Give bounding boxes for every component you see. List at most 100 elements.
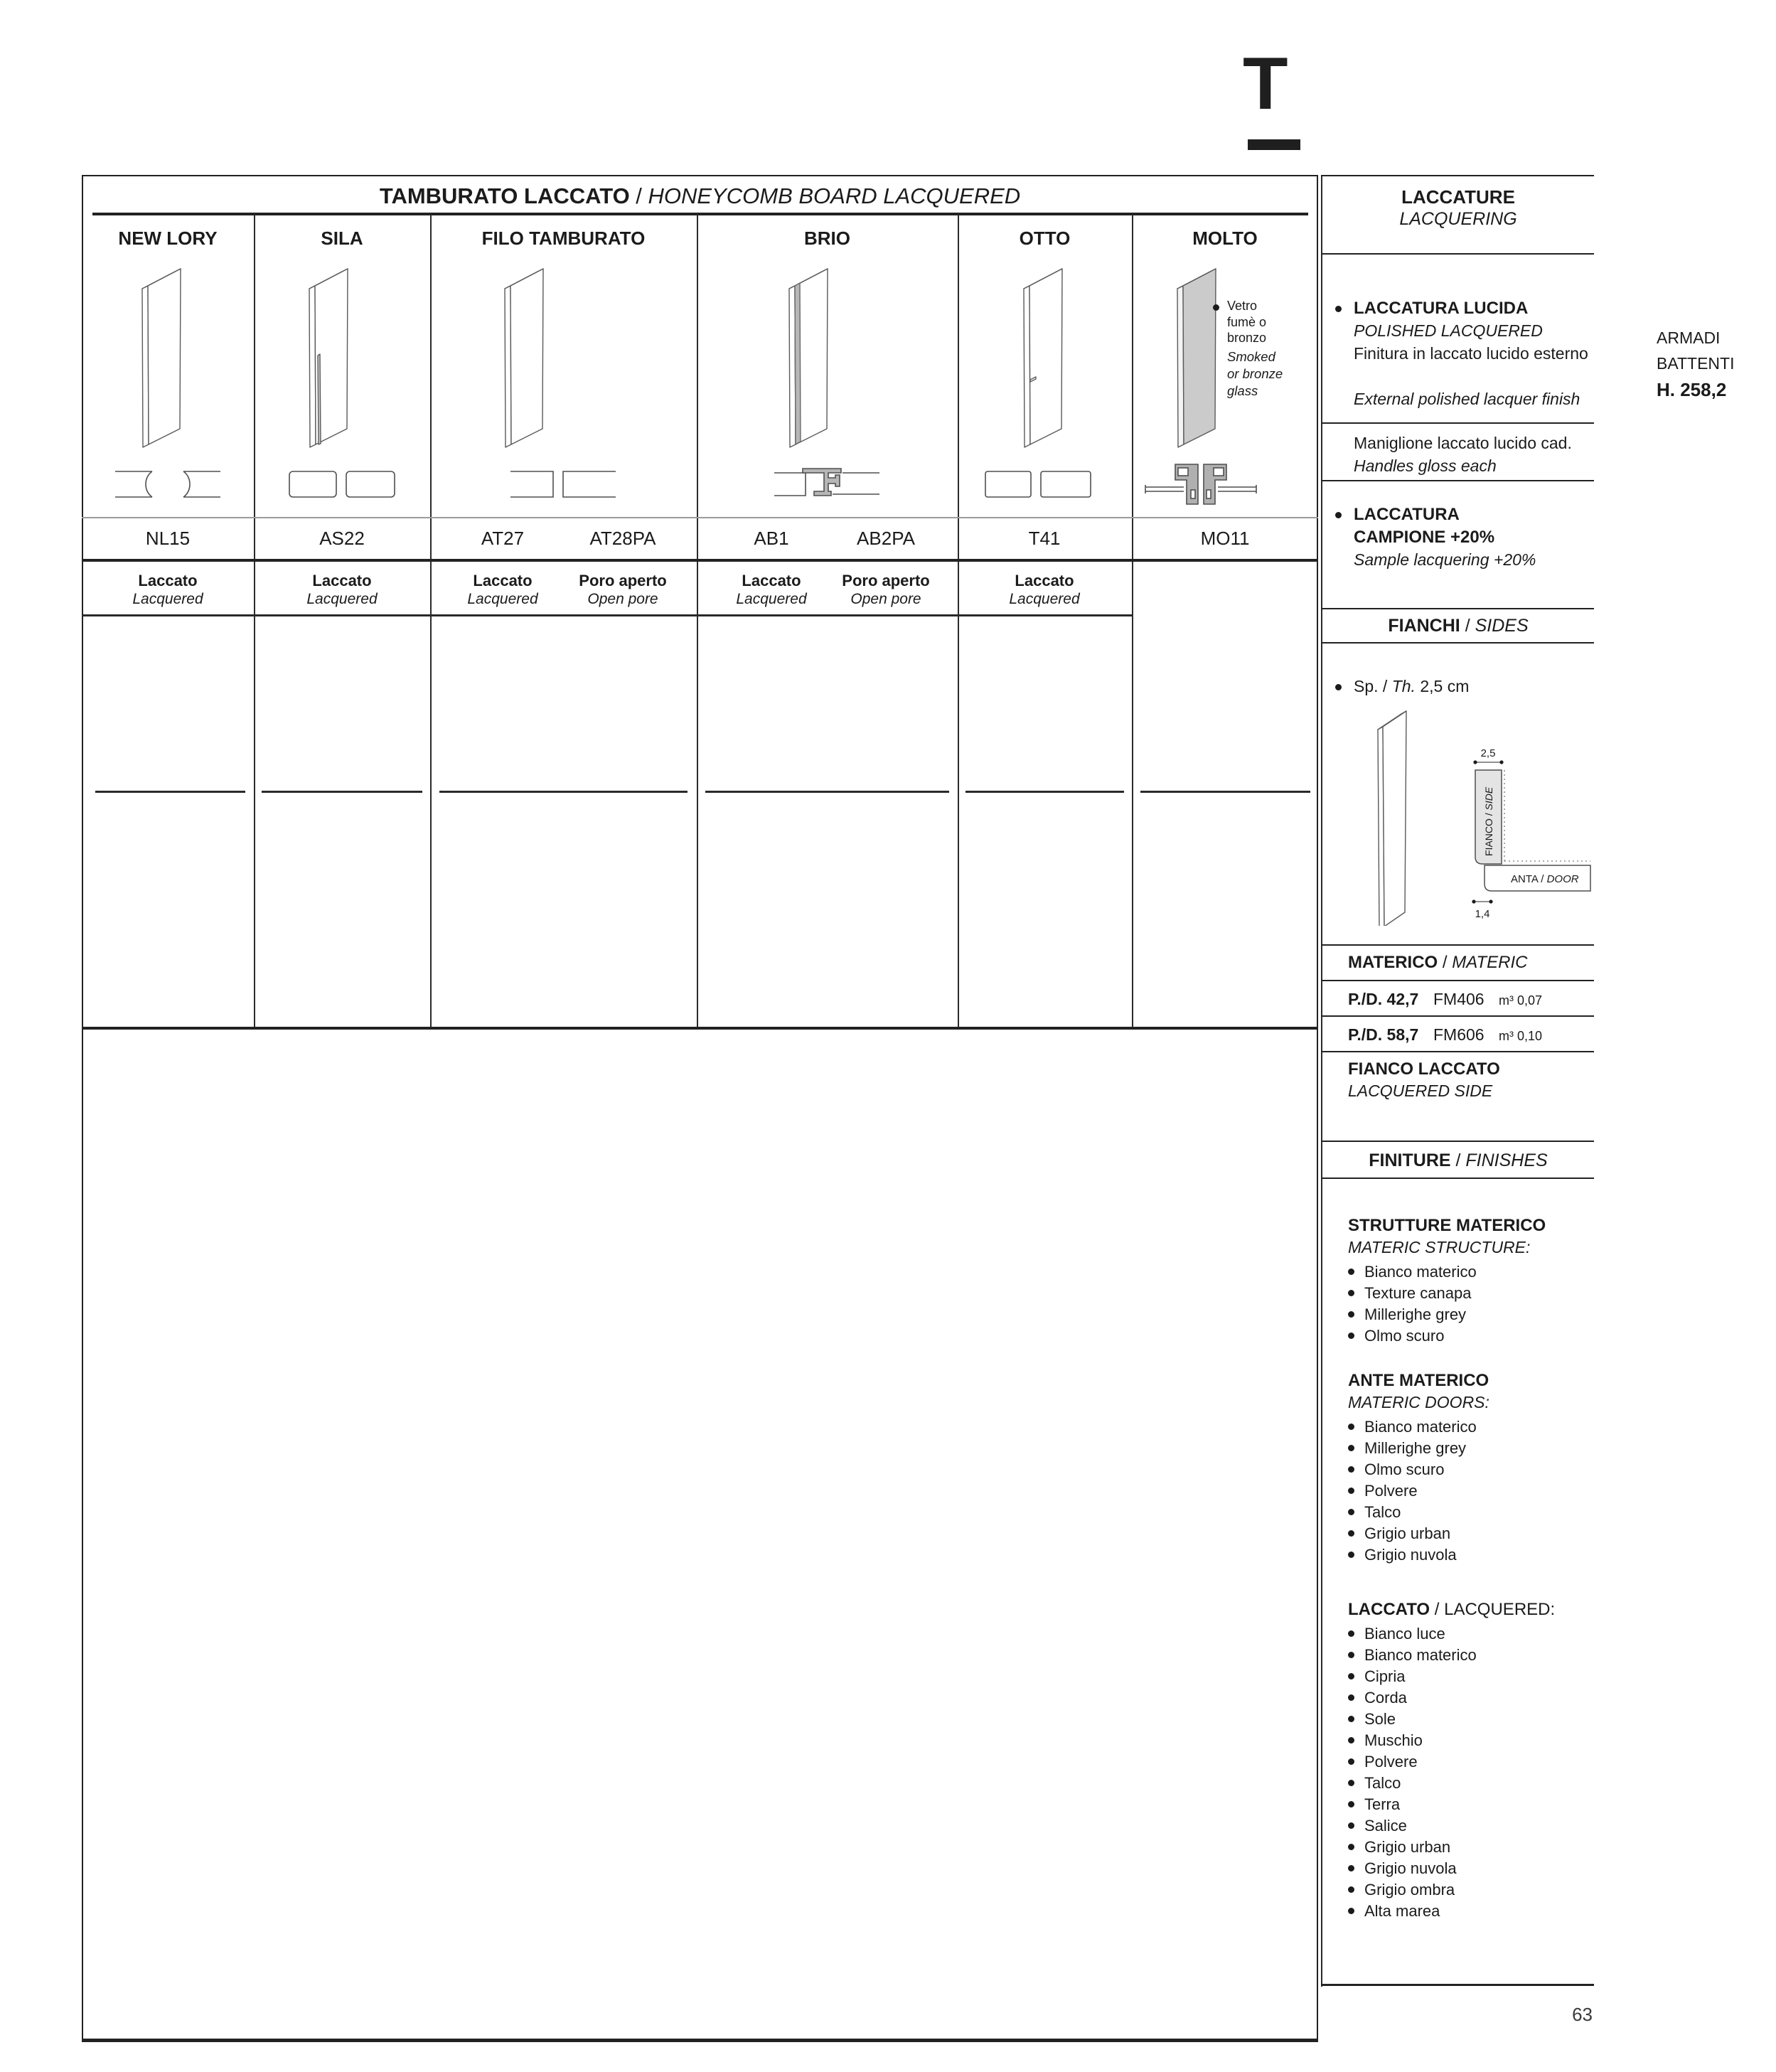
label: Polvere — [1364, 1482, 1418, 1500]
column-separator — [1132, 214, 1133, 1028]
model-code: AB1 — [754, 528, 789, 549]
label: Grigio nuvola — [1364, 1859, 1457, 1877]
separator: / — [1460, 616, 1475, 636]
thickness-label: Th. — [1391, 677, 1416, 695]
model-code: AT28PA — [589, 528, 656, 549]
finish-it: Laccato — [312, 572, 372, 589]
label: Terra — [1364, 1795, 1401, 1813]
sidebar-rule — [1321, 175, 1594, 176]
finish-option: Terra — [1348, 1794, 1477, 1815]
door-illustration-sila-icon — [309, 268, 348, 448]
anta-door-label: ANTA / DOOR — [1511, 873, 1579, 885]
strutture-title-it: STRUTTURE MATERICO — [1348, 1216, 1546, 1235]
column-header-newlory: NEW LORY — [118, 228, 218, 249]
sidebar-rule — [1321, 608, 1594, 609]
finish-en: Open pore — [587, 591, 658, 607]
separator: / — [1438, 953, 1453, 972]
finiture-title-it: FINITURE — [1369, 1150, 1451, 1170]
finish-en: Lacquered — [736, 591, 807, 607]
label: Muschio — [1364, 1731, 1423, 1749]
door-illustration-molto-glass-icon — [1177, 268, 1216, 448]
column-header-sila: SILA — [321, 228, 363, 249]
bullet-icon — [1348, 1269, 1354, 1276]
finish-it: Laccato — [742, 572, 801, 589]
finish-option: Bianco materico — [1348, 1261, 1477, 1283]
table-title-en: HONEYCOMB BOARD LACQUERED — [648, 183, 1021, 208]
ante-list: Bianco materico Millerighe grey Olmo scuro… — [1348, 1416, 1477, 1566]
fianchi-header: FIANCHI / SIDES — [1322, 616, 1594, 636]
ante-title-en: MATERIC DOORS: — [1348, 1393, 1489, 1411]
finish-option: Cipria — [1348, 1666, 1477, 1687]
laccato-title-en: / LACQUERED: — [1434, 1600, 1556, 1619]
finish-option: Bianco materico — [1348, 1645, 1477, 1666]
fianco-laccato-it: FIANCO LACCATO — [1348, 1059, 1500, 1079]
sidebar-rule — [1321, 1015, 1594, 1017]
molto-note-line: Vetro — [1227, 298, 1314, 314]
sidebar-rule — [1321, 1051, 1594, 1052]
materico-title-en: MATERIC — [1452, 953, 1528, 972]
thickness-value: 2,5 cm — [1420, 677, 1470, 695]
materico-title-it: MATERICO — [1348, 953, 1438, 972]
row-segment — [95, 791, 245, 793]
laccato-header: LACCATO / LACQUERED: — [1348, 1600, 1555, 1620]
height-value: H. 258,2 — [1657, 379, 1727, 400]
door-illustration-otto-icon — [1023, 268, 1063, 448]
bullet-icon — [1348, 1424, 1354, 1431]
sidebar-rule — [1321, 1177, 1594, 1179]
thickness-prefix: Sp. / — [1354, 677, 1388, 695]
sidebar-bottom-rule — [1321, 1984, 1594, 1986]
finish-option: Grigio urban — [1348, 1837, 1477, 1858]
lucida-desc-en: External polished lacquer finish — [1354, 390, 1580, 408]
row-segment — [965, 791, 1124, 793]
separator: / — [1450, 1150, 1466, 1170]
campione-en: Sample lacquering +20% — [1354, 550, 1536, 569]
finish-option: Grigio ombra — [1348, 1879, 1477, 1901]
finish-option: Grigio nuvola — [1348, 1544, 1477, 1566]
label: Texture canapa — [1364, 1284, 1472, 1302]
laccato-title-it: LACCATO — [1348, 1600, 1430, 1619]
bullet-icon — [1348, 1737, 1354, 1744]
main-table-box — [82, 175, 1318, 2042]
sidebar-rule — [1321, 980, 1594, 981]
finish-it: Laccato — [1015, 572, 1074, 589]
lucida-title-it: LACCATURA LUCIDA — [1354, 299, 1529, 318]
bullet-icon — [1335, 306, 1342, 312]
label: Olmo scuro — [1364, 1327, 1445, 1345]
codes-row-bottom-rule — [82, 559, 1318, 562]
label: Bianco materico — [1364, 1418, 1477, 1436]
bullet-icon — [1213, 304, 1219, 311]
label: Talco — [1364, 1774, 1401, 1792]
finish-en: Open pore — [850, 591, 921, 607]
pd-volume: m³ 0,07 — [1499, 993, 1543, 1008]
label: Grigio ombra — [1364, 1881, 1455, 1899]
sidebar-rule — [1321, 944, 1594, 946]
bullet-icon — [1348, 1673, 1354, 1680]
bullet-icon — [1348, 1801, 1354, 1808]
finish-option: Alta marea — [1348, 1901, 1477, 1922]
molto-note-line: or bronze — [1227, 365, 1314, 383]
table-mid-rule — [82, 1027, 1318, 1030]
row-segment — [705, 791, 949, 793]
bullet-icon — [1348, 1652, 1354, 1659]
finish-option: Bianco materico — [1348, 1416, 1477, 1438]
molto-note-line: Smoked — [1227, 348, 1314, 365]
finish-it: Laccato — [473, 572, 533, 589]
profile-section-filo-icon — [510, 471, 616, 498]
bullet-icon — [1348, 1333, 1354, 1340]
profile-section-molto-icon — [1145, 464, 1257, 505]
finish-en: Lacquered — [306, 591, 378, 607]
finish-option: Grigio urban — [1348, 1523, 1477, 1544]
column-header-otto: OTTO — [1019, 228, 1071, 249]
finish-option: Sole — [1348, 1709, 1477, 1730]
door-illustration-filo-icon — [504, 268, 544, 448]
finish-option: Polvere — [1348, 1751, 1477, 1773]
label: Alta marea — [1364, 1902, 1440, 1920]
bullet-icon — [1348, 1311, 1354, 1318]
bullet-icon — [1335, 512, 1342, 518]
finish-option: Grigio nuvola — [1348, 1858, 1477, 1879]
label: Polvere — [1364, 1753, 1418, 1771]
label: Bianco materico — [1364, 1646, 1477, 1664]
bullet-icon — [1348, 1466, 1354, 1473]
label: Millerighe grey — [1364, 1439, 1467, 1457]
